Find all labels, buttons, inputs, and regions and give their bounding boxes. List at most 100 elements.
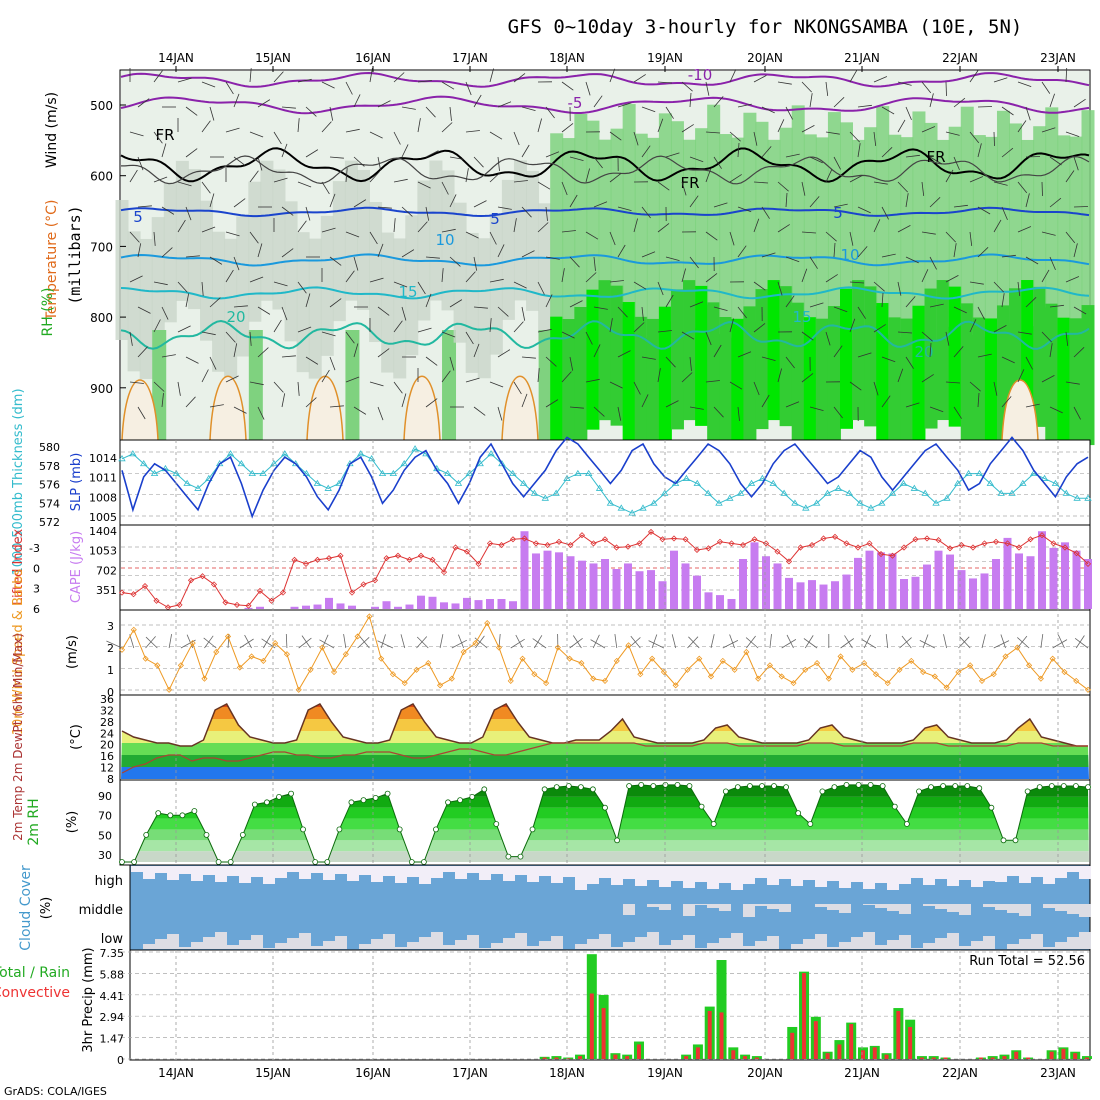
wind-barb <box>569 156 584 161</box>
wind-barb <box>929 93 934 108</box>
cape-bar <box>946 554 954 609</box>
wind10-path-marker <box>472 640 479 647</box>
wind-barb <box>633 218 638 233</box>
day-axis: 14JAN 14JAN 15JAN 15JAN 16JAN 16JAN 17JAN 17JAN… <box>158 51 1076 1080</box>
wind10-barb <box>377 640 394 649</box>
lifted-index-path-marker <box>153 597 160 604</box>
rh2m-point <box>396 826 403 833</box>
wind10-path-marker <box>1037 675 1044 682</box>
rh-column <box>984 136 998 337</box>
rh-column <box>972 317 986 458</box>
lifted-index-path-marker <box>831 533 839 540</box>
wind-barb <box>689 156 704 163</box>
wind-barb <box>321 181 330 195</box>
wind-barb <box>377 306 390 316</box>
wind-barb <box>521 144 530 158</box>
wind-barb <box>833 97 845 108</box>
lifted-index-path-marker <box>1027 536 1034 543</box>
wind-barb <box>305 356 319 365</box>
wind-barb <box>969 319 977 333</box>
wind-barb <box>705 331 712 346</box>
wind-barb <box>177 325 191 333</box>
isotherm-label: 10 <box>840 246 859 264</box>
wind-barb <box>353 256 359 271</box>
cloud-block-high <box>1019 866 1031 883</box>
wind-barbs <box>129 67 1089 422</box>
rh-column <box>827 112 841 313</box>
wind-barb <box>897 181 908 193</box>
wind-barb <box>641 356 656 360</box>
wind10-barb <box>239 638 254 649</box>
wind-barb <box>473 343 480 358</box>
rh-column <box>586 120 600 321</box>
wind-barb <box>1065 67 1068 83</box>
thickness-line-marker <box>389 469 398 477</box>
cloud-block-low <box>683 935 695 949</box>
day-label-top: 23JAN <box>1040 51 1076 65</box>
wind10-path-marker <box>766 662 773 669</box>
wind-barb <box>425 206 430 221</box>
cloud-block-high <box>167 866 179 880</box>
wind10-barb <box>959 636 971 649</box>
wind-barb <box>729 381 743 390</box>
wind-barb <box>881 356 896 363</box>
wind10-barb <box>922 634 929 649</box>
rh2m-tick-label: 70 <box>98 810 112 823</box>
wind-barb <box>921 126 936 133</box>
precip-tick-label: 4.41 <box>100 990 125 1003</box>
wind10-barb <box>688 636 700 649</box>
rh-column <box>827 306 841 447</box>
cape-bar <box>302 605 310 609</box>
cape-bar <box>750 542 759 609</box>
rh2m-point <box>541 786 548 793</box>
wind-barb <box>521 356 536 359</box>
wind-barb <box>809 156 823 164</box>
lifted-index-path-marker <box>969 544 977 551</box>
thickness-line-marker <box>1062 489 1070 496</box>
wind-barb <box>321 81 335 89</box>
wind-barb <box>665 106 674 119</box>
cloud-block-low <box>623 942 635 949</box>
rh-column <box>513 160 527 301</box>
rh2m-point <box>904 821 910 827</box>
rh2m-point <box>239 832 246 838</box>
day-label-top: 15JAN <box>255 51 291 65</box>
wind-barb <box>585 272 597 283</box>
cloud-block-middle <box>1079 904 1091 917</box>
wind10-barb <box>359 636 370 649</box>
thickness-line-marker <box>140 459 148 467</box>
wind10-path-marker <box>401 680 408 687</box>
wind-barb <box>185 293 190 308</box>
wind-barb <box>233 305 248 308</box>
wind-barb <box>617 206 632 211</box>
wind-barb <box>729 174 742 183</box>
cloud-block-low <box>791 944 803 949</box>
wind10-barb <box>1052 639 1068 649</box>
wind-barb <box>449 106 452 121</box>
wind-barb <box>177 77 192 83</box>
wind-barb <box>953 243 957 258</box>
lifted-index-path-marker <box>509 536 517 543</box>
wind-barb <box>129 131 144 137</box>
wind-barb <box>137 346 148 358</box>
wind-barb <box>1025 106 1031 121</box>
wind-barb <box>801 373 814 383</box>
cape-bar <box>417 595 425 609</box>
cape-bar <box>325 597 333 609</box>
cloud-block-high <box>971 866 983 887</box>
cape-bar <box>796 582 805 609</box>
wind10-path-marker <box>1049 655 1056 662</box>
wind-barb <box>801 231 817 234</box>
wind-barb <box>969 381 981 392</box>
rh-column <box>670 289 684 430</box>
wind-barb <box>305 397 317 408</box>
wind10-path-marker <box>413 666 420 673</box>
wind10-path-marker <box>519 655 526 662</box>
wind10-tick-label: 0 <box>107 686 114 699</box>
thickness-line-marker <box>910 484 919 491</box>
precip-conv-bar <box>589 993 594 1059</box>
wind10-barb <box>1074 637 1089 649</box>
lifted-index-path-marker <box>233 601 241 608</box>
wind-barb <box>657 181 670 191</box>
rh-column <box>357 169 370 310</box>
